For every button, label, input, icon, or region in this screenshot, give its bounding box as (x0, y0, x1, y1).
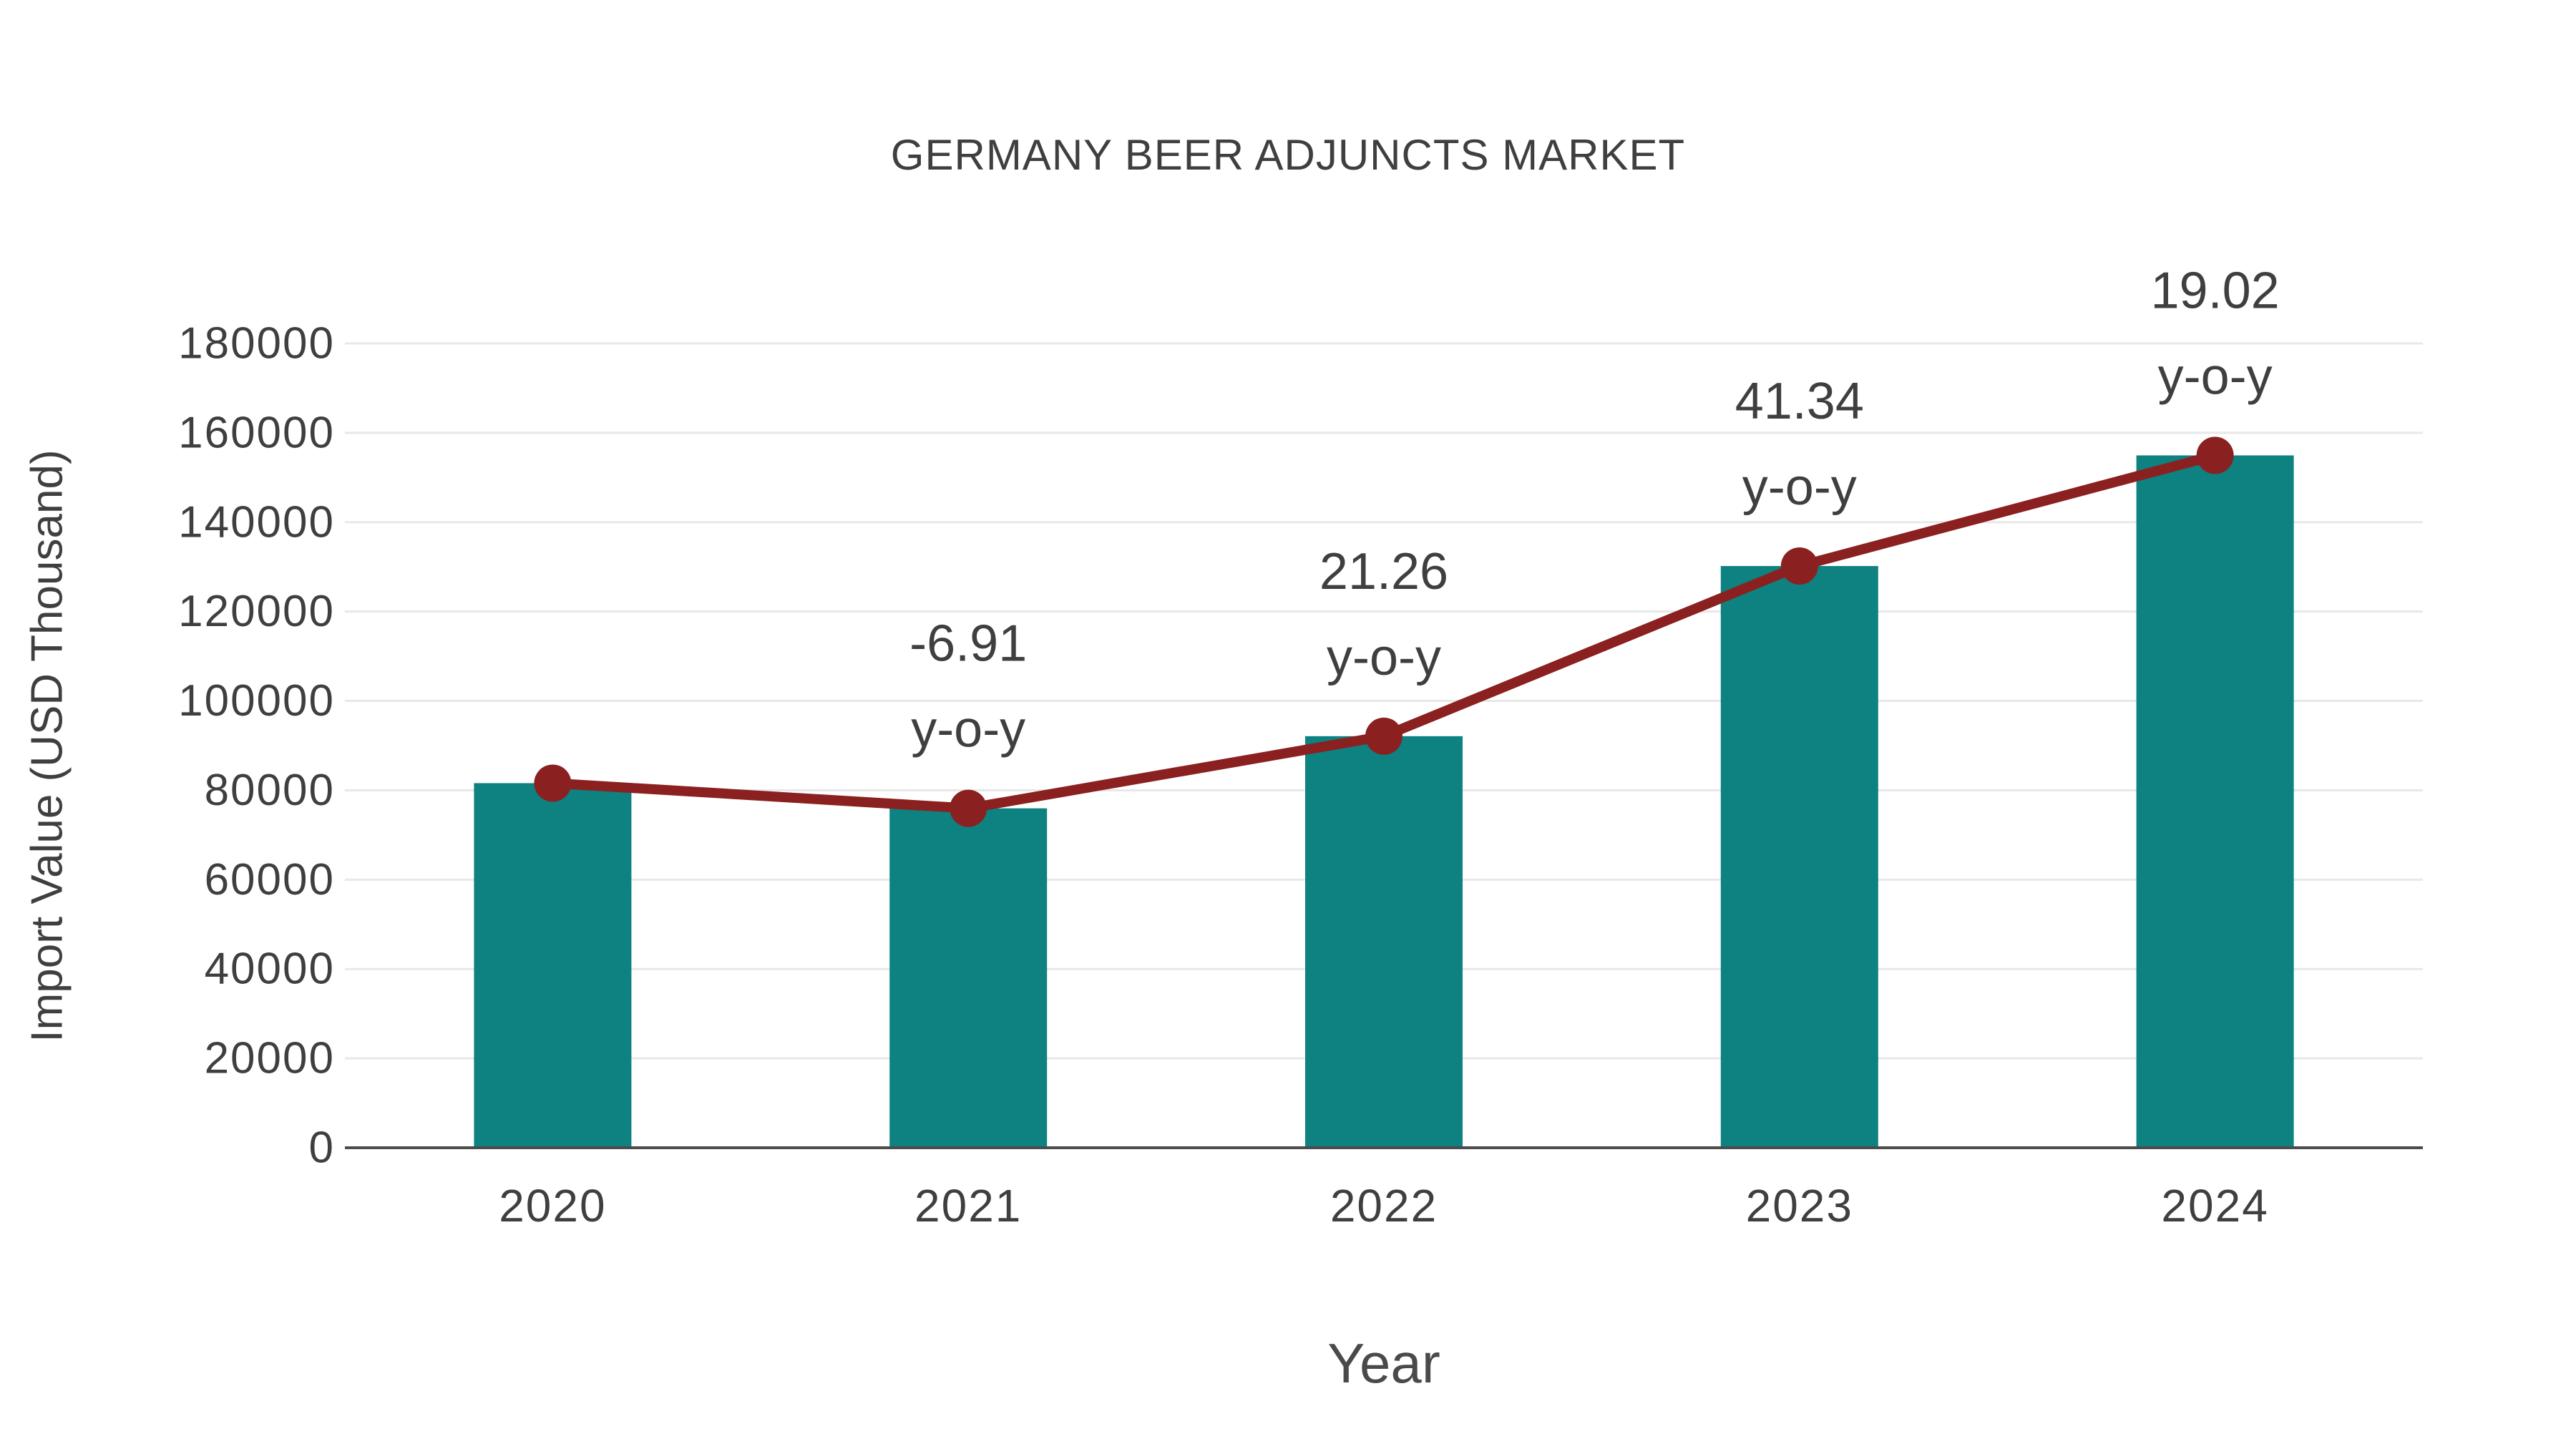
y-tick-label-60000: 60000 (205, 855, 335, 904)
y-tick-label-0: 0 (309, 1123, 335, 1173)
marker-2020[interactable] (534, 764, 572, 802)
marker-2022[interactable] (1365, 717, 1402, 755)
yoy-suffix-label-2022: y-o-y (1327, 629, 1441, 686)
x-axis-title: Year (1327, 1332, 1440, 1395)
bar-2021[interactable] (889, 808, 1048, 1148)
x-tick-label-2021: 2021 (914, 1180, 1022, 1231)
marker-2021[interactable] (950, 789, 987, 827)
x-tick-label-2020: 2020 (499, 1180, 606, 1231)
y-axis-title-wrap: Import Value (USD Thousand) (0, 343, 94, 1148)
yoy-value-label-2024: 19.02 (2151, 262, 2280, 319)
y-tick-label-180000: 180000 (178, 319, 335, 369)
yoy-suffix-label-2021: y-o-y (911, 701, 1025, 758)
y-tick-label-160000: 160000 (178, 408, 335, 457)
y-tick-label-80000: 80000 (205, 766, 335, 815)
y-tick-label-40000: 40000 (205, 945, 335, 994)
marker-2023[interactable] (1780, 547, 1818, 585)
bar-2023[interactable] (1720, 566, 1878, 1148)
y-tick-label-100000: 100000 (178, 676, 335, 726)
x-tick-label-2023: 2023 (1746, 1180, 1853, 1231)
bar-2022[interactable] (1305, 736, 1463, 1148)
yoy-suffix-label-2024: y-o-y (2158, 348, 2273, 405)
y-tick-label-20000: 20000 (205, 1034, 335, 1083)
y-axis-title: Import Value (USD Thousand) (22, 449, 72, 1043)
y-tick-label-140000: 140000 (178, 497, 335, 547)
yoy-value-label-2022: 21.26 (1319, 543, 1448, 600)
yoy-value-label-2021: -6.91 (909, 615, 1027, 673)
chart-title: GERMANY BEER ADJUNCTS MARKET (890, 131, 1686, 179)
x-tick-label-2024: 2024 (2161, 1180, 2268, 1231)
yoy-value-label-2023: 41.34 (1735, 373, 1864, 430)
bar-2024[interactable] (2136, 455, 2294, 1148)
yoy-suffix-label-2023: y-o-y (1742, 459, 1857, 516)
x-tick-label-2022: 2022 (1330, 1180, 1438, 1231)
y-tick-label-120000: 120000 (178, 587, 335, 636)
bar-2020[interactable] (474, 783, 632, 1148)
marker-2024[interactable] (2196, 436, 2234, 474)
